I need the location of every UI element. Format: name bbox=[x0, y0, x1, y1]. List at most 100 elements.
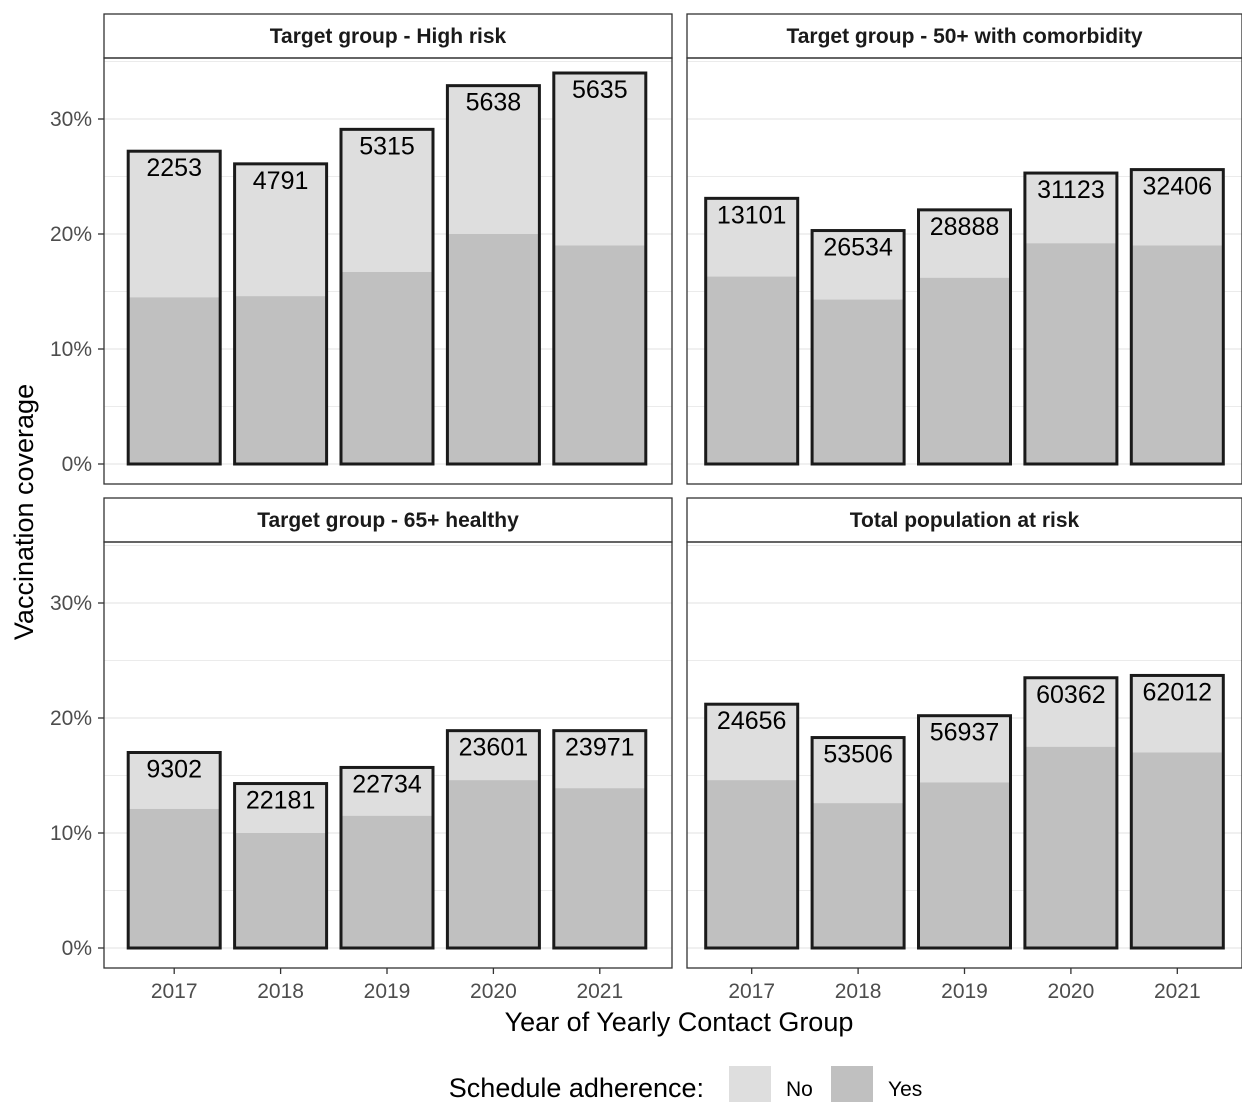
bar-data-label: 31123 bbox=[1037, 176, 1105, 204]
bar-total-outline bbox=[445, 729, 541, 950]
bar-segment-no bbox=[1024, 677, 1117, 747]
bar-segment-no bbox=[128, 752, 221, 809]
y-tick-label: 20% bbox=[50, 707, 92, 730]
y-tick-label: 0% bbox=[62, 937, 92, 960]
y-tick-label: 0% bbox=[62, 453, 92, 476]
x-tick-label: 2017 bbox=[151, 980, 198, 1003]
bar-total-outline bbox=[339, 127, 435, 466]
facet-strip bbox=[686, 497, 1242, 543]
bar-segment-no bbox=[341, 767, 433, 816]
panel-border bbox=[686, 541, 1242, 969]
x-tick-label: 2017 bbox=[728, 980, 775, 1003]
bar-data-label: 60362 bbox=[1036, 681, 1106, 709]
bar-data-label: 5635 bbox=[572, 76, 628, 104]
bar-segment-no bbox=[128, 151, 221, 298]
bar-segment-no bbox=[341, 129, 433, 272]
bar-segment-yes bbox=[812, 299, 905, 464]
legend-key-swatch bbox=[729, 1066, 771, 1107]
y-tick-label: 30% bbox=[50, 108, 92, 131]
x-tick-label: 2018 bbox=[257, 980, 304, 1003]
bar-total-outline bbox=[1023, 171, 1119, 466]
bar-segment-yes bbox=[234, 833, 327, 948]
bar-data-label: 24656 bbox=[717, 707, 787, 735]
panel-border bbox=[686, 57, 1242, 485]
facet-panel: Target group - 50+ with comorbidity 13101… bbox=[686, 13, 1242, 485]
x-tick-label: 2021 bbox=[1154, 980, 1201, 1003]
bar-total-outline bbox=[810, 229, 906, 466]
bar-data-label: 22181 bbox=[246, 787, 316, 815]
bar-segment-yes bbox=[553, 245, 646, 464]
bar-total-outline bbox=[233, 782, 329, 950]
facet-panel: Total population at risk 24656 2017 53506 20… bbox=[686, 497, 1242, 1003]
bar-data-label: 62012 bbox=[1143, 678, 1213, 706]
y-tick-label: 20% bbox=[50, 223, 92, 246]
bar-segment-yes bbox=[341, 271, 433, 464]
bar-total-outline bbox=[233, 162, 329, 466]
bar-segment-yes bbox=[705, 780, 798, 948]
bar-segment-no bbox=[705, 198, 798, 277]
bar-data-label: 9302 bbox=[146, 756, 202, 784]
legend-key-swatch bbox=[831, 1066, 873, 1107]
bar-segment-yes bbox=[128, 808, 221, 948]
bar-segment-yes bbox=[447, 780, 540, 948]
bar-data-label: 32406 bbox=[1143, 173, 1213, 201]
facet-title: Target group - 50+ with comorbidity bbox=[786, 25, 1142, 48]
bar-total-outline bbox=[445, 84, 541, 466]
bar-data-label: 53506 bbox=[823, 741, 893, 769]
bar-segment-no bbox=[1131, 675, 1224, 753]
bar-segment-no bbox=[918, 715, 1011, 783]
bar-segment-yes bbox=[341, 815, 433, 948]
bar-total-outline bbox=[810, 736, 906, 950]
y-tick-label: 10% bbox=[50, 338, 92, 361]
legend-title: Schedule adherence: bbox=[449, 1073, 704, 1102]
bar-segment-no bbox=[553, 730, 646, 789]
x-tick-label: 2021 bbox=[576, 980, 623, 1003]
x-tick-label: 2019 bbox=[364, 980, 411, 1003]
facet-panel: Target group - 65+ healthy 9302 2017 22181 2… bbox=[50, 497, 673, 1003]
bar-data-label: 2253 bbox=[146, 154, 202, 182]
x-axis-title: Year of Yearly Contact Group bbox=[505, 1007, 854, 1037]
bar-segment-yes bbox=[447, 234, 540, 464]
bar-segment-yes bbox=[553, 788, 646, 948]
bar-segment-no bbox=[705, 704, 798, 781]
bar-data-label: 5638 bbox=[466, 89, 522, 117]
facet-strip bbox=[103, 497, 673, 543]
legend-entry-label: Yes bbox=[888, 1078, 922, 1101]
bar-segment-no bbox=[812, 230, 905, 300]
bar-total-outline bbox=[126, 149, 222, 466]
y-tick-label: 10% bbox=[50, 822, 92, 845]
bar-total-outline bbox=[1023, 676, 1119, 950]
bar-segment-no bbox=[1131, 169, 1224, 246]
bar-total-outline bbox=[917, 714, 1012, 950]
bar-segment-yes bbox=[1024, 243, 1117, 464]
panel-border bbox=[103, 541, 673, 969]
bar-data-label: 5315 bbox=[359, 132, 415, 160]
bar-total-outline bbox=[704, 196, 800, 466]
bar-segment-yes bbox=[1131, 752, 1224, 948]
bar-data-label: 56937 bbox=[930, 719, 1000, 747]
bar-total-outline bbox=[552, 71, 648, 466]
x-tick-label: 2018 bbox=[835, 980, 882, 1003]
bar-segment-yes bbox=[128, 297, 221, 464]
bar-data-label: 23601 bbox=[459, 734, 529, 762]
bar-total-outline bbox=[552, 729, 648, 950]
legend-entry-label: No bbox=[786, 1078, 813, 1101]
legend: Schedule adherence: No Yes bbox=[449, 1066, 922, 1107]
bar-segment-no bbox=[812, 737, 905, 804]
bar-segment-yes bbox=[234, 296, 327, 464]
bar-segment-yes bbox=[1131, 245, 1224, 464]
facet-panel: Target group - High risk 2253 4791 5315 5638… bbox=[50, 13, 673, 485]
bar-segment-no bbox=[234, 783, 327, 833]
bar-segment-no bbox=[234, 163, 327, 297]
facet-title: Target group - 65+ healthy bbox=[257, 509, 519, 532]
facet-strip bbox=[686, 13, 1242, 59]
facet-strip bbox=[103, 13, 673, 59]
bar-total-outline bbox=[126, 751, 222, 950]
bar-segment-no bbox=[918, 209, 1011, 278]
bar-total-outline bbox=[339, 765, 435, 950]
bar-segment-no bbox=[1024, 173, 1117, 244]
bar-data-label: 28888 bbox=[930, 213, 1000, 241]
x-tick-label: 2019 bbox=[941, 980, 988, 1003]
bar-segment-no bbox=[553, 73, 646, 246]
